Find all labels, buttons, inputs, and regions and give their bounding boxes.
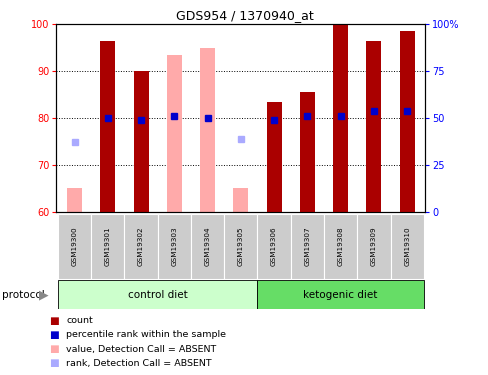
Bar xyxy=(332,24,347,212)
Bar xyxy=(290,214,324,279)
Text: GSM19305: GSM19305 xyxy=(237,227,244,266)
Text: protocol: protocol xyxy=(2,290,45,300)
Text: GSM19308: GSM19308 xyxy=(337,227,343,266)
Bar xyxy=(299,92,314,212)
Bar xyxy=(224,214,257,279)
Bar xyxy=(91,214,124,279)
Text: GSM19306: GSM19306 xyxy=(270,227,277,266)
Bar xyxy=(124,214,157,279)
Bar xyxy=(58,214,91,279)
Bar xyxy=(166,55,182,212)
Bar xyxy=(58,280,257,309)
Text: value, Detection Call = ABSENT: value, Detection Call = ABSENT xyxy=(66,345,216,354)
Bar xyxy=(190,214,224,279)
Text: percentile rank within the sample: percentile rank within the sample xyxy=(66,330,225,339)
Bar xyxy=(233,188,248,212)
Bar xyxy=(200,48,215,212)
Text: control diet: control diet xyxy=(127,290,187,300)
Text: ■: ■ xyxy=(49,316,59,326)
Text: GSM19300: GSM19300 xyxy=(71,227,78,266)
Bar xyxy=(67,188,82,212)
Text: rank, Detection Call = ABSENT: rank, Detection Call = ABSENT xyxy=(66,359,211,368)
Text: GSM19304: GSM19304 xyxy=(204,227,210,266)
Text: count: count xyxy=(66,316,93,325)
Bar xyxy=(399,32,414,212)
Text: GSM19307: GSM19307 xyxy=(304,227,310,266)
Text: ▶: ▶ xyxy=(39,288,49,301)
Bar xyxy=(257,280,423,309)
Bar xyxy=(266,102,281,212)
Text: GSM19309: GSM19309 xyxy=(370,227,376,266)
Text: GSM19303: GSM19303 xyxy=(171,227,177,266)
Bar xyxy=(100,41,115,212)
Bar xyxy=(324,214,357,279)
Bar xyxy=(133,71,148,212)
Text: ■: ■ xyxy=(49,358,59,368)
Text: ■: ■ xyxy=(49,344,59,354)
Text: ■: ■ xyxy=(49,330,59,340)
Text: ketogenic diet: ketogenic diet xyxy=(303,290,377,300)
Bar xyxy=(390,214,423,279)
Bar xyxy=(357,214,390,279)
Bar xyxy=(366,41,381,212)
Text: GSM19302: GSM19302 xyxy=(138,227,144,266)
Text: GDS954 / 1370940_at: GDS954 / 1370940_at xyxy=(175,9,313,22)
Text: GSM19301: GSM19301 xyxy=(104,227,111,266)
Text: GSM19310: GSM19310 xyxy=(403,227,409,266)
Bar xyxy=(257,214,290,279)
Bar xyxy=(157,214,190,279)
